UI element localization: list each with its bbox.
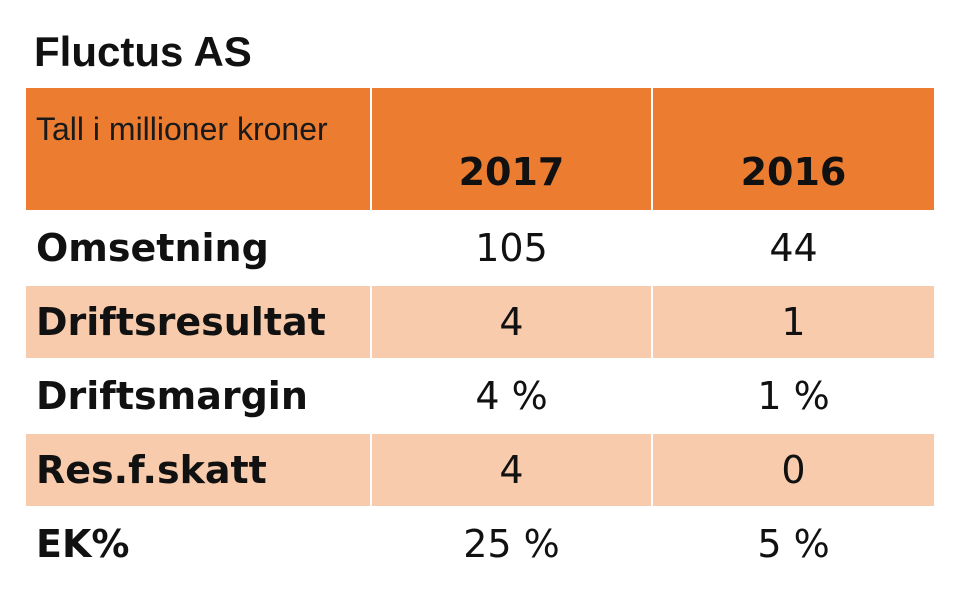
row-label: EK% [26,508,372,582]
row-value-2017: 105 [372,212,653,286]
row-value-2016: 44 [653,212,934,286]
row-label: Res.f.skatt [26,434,372,508]
table-row: Driftsresultat 4 1 [26,286,934,360]
row-value-2017: 4 [372,286,653,360]
table-row: EK% 25 % 5 % [26,508,934,582]
row-value-2016: 5 % [653,508,934,582]
row-value-2017: 25 % [372,508,653,582]
unit-header-cell: Tall i millioner kroner [26,88,372,212]
year-header-2017: 2017 [372,88,653,212]
financial-table: Tall i millioner kroner 2017 2016 Omsetn… [26,88,934,582]
row-value-2016: 1 % [653,360,934,434]
row-label: Driftsresultat [26,286,372,360]
row-value-2017: 4 [372,434,653,508]
table-header-row: Tall i millioner kroner 2017 2016 [26,88,934,212]
row-label: Driftsmargin [26,360,372,434]
table-row: Omsetning 105 44 [26,212,934,286]
unit-label: Tall i millioner kroner [36,111,328,147]
page-title: Fluctus AS [34,28,252,75]
row-label: Omsetning [26,212,372,286]
year-header-2016: 2016 [653,88,934,212]
row-value-2017: 4 % [372,360,653,434]
table-row: Res.f.skatt 4 0 [26,434,934,508]
row-value-2016: 0 [653,434,934,508]
table-row: Driftsmargin 4 % 1 % [26,360,934,434]
row-value-2016: 1 [653,286,934,360]
